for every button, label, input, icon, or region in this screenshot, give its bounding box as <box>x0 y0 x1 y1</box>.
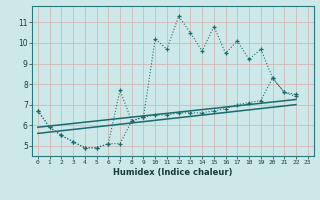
X-axis label: Humidex (Indice chaleur): Humidex (Indice chaleur) <box>113 168 233 177</box>
